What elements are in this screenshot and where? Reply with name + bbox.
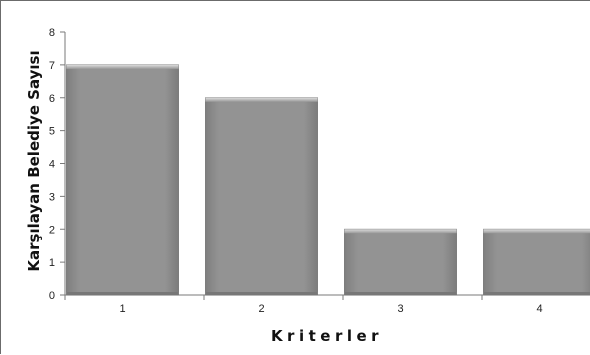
- bar: [484, 229, 590, 295]
- y-tick-label: 3: [49, 191, 55, 203]
- bar-1: [67, 65, 179, 295]
- bar-bottom-shade: [206, 292, 318, 295]
- bar-3: [345, 229, 457, 295]
- x-tick-label: 1: [119, 303, 125, 315]
- bar-bottom-shade: [67, 292, 179, 295]
- y-tick-label: 7: [49, 60, 55, 72]
- y-tick-label: 0: [49, 290, 55, 302]
- bar-bottom-shade: [345, 292, 457, 295]
- y-axis: 0 1 2 3 4 5 6 7 8: [49, 27, 65, 302]
- bar-bottom-shade: [484, 292, 590, 295]
- x-axis: 1 2 3 4: [65, 295, 590, 315]
- bar-top-bevel: [67, 65, 179, 69]
- bar: [345, 229, 457, 295]
- x-tick-label: 3: [397, 303, 403, 315]
- y-tick-label: 4: [49, 159, 55, 171]
- x-tick-label: 2: [258, 303, 264, 315]
- bar-2: [206, 98, 318, 295]
- bar-4: [484, 229, 590, 295]
- y-tick-label: 5: [49, 126, 55, 138]
- bar-top-bevel: [484, 229, 590, 233]
- y-tick-label: 1: [49, 257, 55, 269]
- x-axis-title: Kriterler: [271, 327, 383, 345]
- bar: [67, 65, 179, 295]
- bar-top-bevel: [206, 98, 318, 102]
- bars: [67, 65, 590, 295]
- y-tick-label: 6: [49, 93, 55, 105]
- y-axis-title: Karşılayan Belediye Sayısı: [25, 50, 43, 271]
- y-tick-label: 2: [49, 224, 55, 236]
- y-tick-label: 8: [49, 27, 55, 39]
- x-tick-label: 4: [536, 303, 542, 315]
- bar-top-bevel: [345, 229, 457, 233]
- bar: [206, 98, 318, 295]
